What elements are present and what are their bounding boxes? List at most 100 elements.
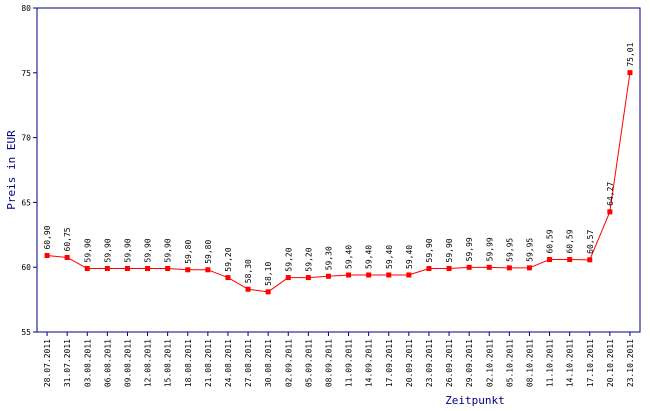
data-label: 60,57 <box>586 230 595 254</box>
series-line-segment <box>609 72 631 212</box>
x-tick-label: 24.08.2011 <box>224 339 233 387</box>
series-line-segment <box>47 255 68 258</box>
x-tick-label: 05.09.2011 <box>304 339 313 387</box>
data-label: 59,80 <box>184 240 193 264</box>
data-point <box>446 265 452 271</box>
data-point <box>145 265 151 271</box>
data-point <box>44 253 50 259</box>
data-label: 59,90 <box>103 238 112 262</box>
data-point <box>466 264 472 270</box>
data-label: 59,90 <box>425 238 434 262</box>
data-label: 64,27 <box>606 182 615 206</box>
y-tick-label: 70 <box>21 134 31 143</box>
y-tick-label: 60 <box>21 263 31 272</box>
x-tick-label: 11.09.2011 <box>345 339 354 387</box>
series-line-segment <box>66 257 88 269</box>
y-axis-title: Preis in EUR <box>5 130 18 210</box>
y-tick-label: 55 <box>21 328 31 337</box>
x-tick-label: 29.09.2011 <box>465 339 474 387</box>
x-tick-label: 11.10.2011 <box>546 339 555 387</box>
series-line-segment <box>267 277 289 293</box>
y-tick-label: 65 <box>21 198 31 207</box>
series-line-segment <box>227 277 249 290</box>
y-tick-label: 75 <box>21 69 31 78</box>
x-tick-label: 23.10.2011 <box>626 339 635 387</box>
data-label: 59,40 <box>405 245 414 269</box>
data-point <box>185 267 191 273</box>
data-point <box>567 257 573 263</box>
data-label: 59,20 <box>224 247 233 271</box>
data-label: 75,01 <box>626 42 635 66</box>
x-tick-label: 14.10.2011 <box>566 339 575 387</box>
series-line-segment <box>489 266 510 269</box>
x-tick-label: 09.08.2011 <box>123 339 132 387</box>
data-point <box>165 265 171 271</box>
data-point <box>64 254 70 260</box>
x-tick-label: 02.10.2011 <box>485 339 494 387</box>
data-label: 59,40 <box>385 245 394 269</box>
series-line-segment <box>308 275 329 279</box>
x-tick-label: 18.08.2011 <box>184 339 193 387</box>
data-label: 59,90 <box>83 238 92 262</box>
x-tick-label: 06.08.2011 <box>103 339 112 387</box>
series-line-segment <box>247 288 269 293</box>
series-line-segment <box>167 267 188 271</box>
data-label: 59,20 <box>284 247 293 271</box>
x-tick-label: 30.08.2011 <box>264 339 273 387</box>
data-label: 59,20 <box>304 247 313 271</box>
x-tick-label: 23.09.2011 <box>425 339 434 387</box>
data-label: 59,95 <box>525 238 534 262</box>
data-label: 60,90 <box>43 225 52 249</box>
data-label: 59,30 <box>324 246 333 270</box>
x-tick-label: 20.10.2011 <box>606 339 615 387</box>
data-point <box>124 265 130 271</box>
x-tick-label: 20.09.2011 <box>405 339 414 387</box>
data-point <box>386 272 392 278</box>
data-point <box>225 275 231 281</box>
data-point <box>265 289 271 295</box>
y-tick-label: 80 <box>21 4 31 13</box>
series-line-segment <box>408 268 430 276</box>
x-tick-label: 03.08.2011 <box>83 339 92 387</box>
data-label: 59,99 <box>485 237 494 261</box>
x-tick-label: 26.09.2011 <box>445 339 454 387</box>
data-label: 58,30 <box>244 259 253 283</box>
x-tick-label: 21.08.2011 <box>204 339 213 387</box>
data-point <box>305 275 311 281</box>
x-tick-label: 05.10.2011 <box>505 339 514 387</box>
x-tick-label: 12.08.2011 <box>144 339 153 387</box>
series-line-segment <box>529 259 550 269</box>
data-point <box>607 209 613 215</box>
series-line-segment <box>328 274 349 277</box>
data-point <box>245 286 251 292</box>
data-point <box>205 267 211 273</box>
x-tick-label: 17.10.2011 <box>586 339 595 387</box>
data-label: 59,90 <box>445 238 454 262</box>
x-tick-label: 08.09.2011 <box>324 339 333 387</box>
series-line-segment <box>207 269 229 279</box>
x-tick-label: 15.08.2011 <box>164 339 173 387</box>
x-tick-label: 14.09.2011 <box>365 339 374 387</box>
data-point <box>346 272 352 278</box>
data-label: 59,80 <box>204 240 213 264</box>
data-label: 58,10 <box>264 262 273 286</box>
data-label: 59,99 <box>465 237 474 261</box>
data-label: 59,95 <box>505 238 514 262</box>
data-label: 59,40 <box>345 245 354 269</box>
plot-frame <box>36 7 641 333</box>
x-tick-label: 27.08.2011 <box>244 339 253 387</box>
data-point <box>406 272 412 278</box>
data-label: 60,59 <box>546 229 555 253</box>
data-point <box>547 257 553 263</box>
data-point <box>486 264 492 270</box>
data-label: 59,90 <box>123 238 132 262</box>
data-label: 60,59 <box>566 229 575 253</box>
data-label: 59,90 <box>164 238 173 262</box>
data-point <box>84 265 90 271</box>
data-point <box>285 275 291 281</box>
data-point <box>506 265 512 271</box>
series-line-segment <box>449 266 470 269</box>
x-tick-label: 02.09.2011 <box>284 339 293 387</box>
